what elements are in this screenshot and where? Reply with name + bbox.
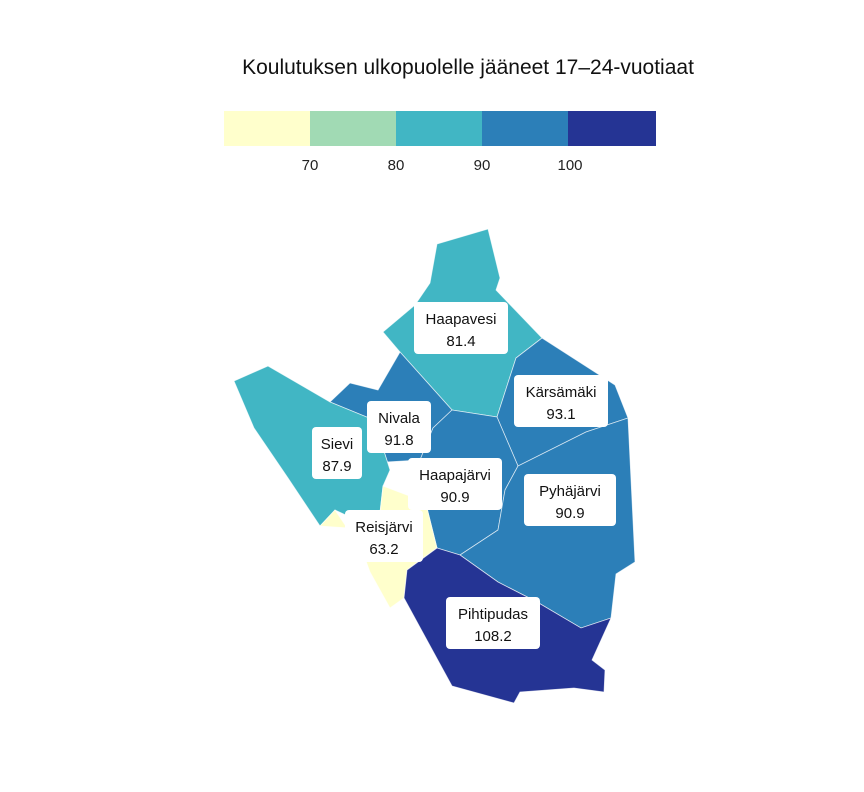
- legend-swatch-1: [224, 111, 311, 146]
- label-haapavesi: Haapavesi 81.4: [414, 302, 508, 354]
- label-haapajarvi: Haapajärvi 90.9: [408, 458, 502, 510]
- legend-tick-70: 70: [302, 157, 319, 174]
- legend-tick-90: 90: [474, 157, 491, 174]
- legend-tick-100: 100: [557, 157, 582, 174]
- region-value: 90.9: [555, 505, 584, 522]
- label-sievi: Sievi 87.9: [312, 427, 362, 479]
- region-name: Pyhäjärvi: [539, 483, 601, 500]
- map-title: Koulutuksen ulkopuolelle jääneet 17–24-v…: [242, 56, 694, 79]
- label-karsamaki: Kärsämäki 93.1: [514, 375, 608, 427]
- label-pihtipudas: Pihtipudas 108.2: [446, 597, 540, 649]
- region-value: 63.2: [369, 541, 398, 558]
- label-pyhajarvi: Pyhäjärvi 90.9: [524, 474, 616, 526]
- region-value: 108.2: [474, 628, 512, 645]
- legend-swatch-2: [310, 111, 397, 146]
- region-name: Pihtipudas: [458, 606, 528, 623]
- label-box: [408, 458, 502, 510]
- legend-swatch-3: [396, 111, 483, 146]
- label-reisjarvi: Reisjärvi 63.2: [345, 510, 423, 562]
- region-name: Haapavesi: [426, 311, 497, 328]
- region-value: 90.9: [440, 489, 469, 506]
- color-legend: 70 80 90 100: [224, 111, 656, 174]
- region-value: 93.1: [546, 406, 575, 423]
- legend-swatch-4: [482, 111, 569, 146]
- label-nivala: Nivala 91.8: [367, 401, 431, 453]
- region-value: 91.8: [384, 432, 413, 449]
- label-box: [524, 474, 616, 526]
- label-box: [414, 302, 508, 354]
- label-box: [514, 375, 608, 427]
- region-name: Sievi: [321, 436, 354, 453]
- region-labels: Haapavesi 81.4 Kärsämäki 93.1 Nivala 91.…: [312, 302, 616, 649]
- legend-tick-80: 80: [388, 157, 405, 174]
- region-name: Kärsämäki: [526, 384, 597, 401]
- label-box: [446, 597, 540, 649]
- legend-swatch-5: [568, 111, 656, 146]
- region-name: Nivala: [378, 410, 420, 427]
- label-box: [345, 510, 423, 562]
- region-name: Reisjärvi: [355, 519, 413, 536]
- region-name: Haapajärvi: [419, 467, 491, 484]
- region-value: 87.9: [322, 458, 351, 475]
- label-box: [312, 427, 362, 479]
- region-value: 81.4: [446, 333, 475, 350]
- label-box: [367, 401, 431, 453]
